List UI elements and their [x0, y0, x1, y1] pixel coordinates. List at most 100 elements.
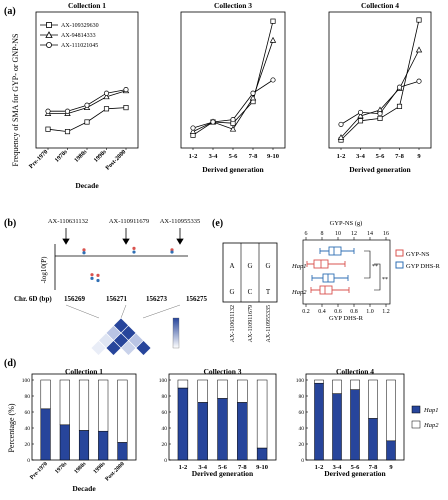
gwas-points [82, 246, 174, 283]
marker-label-2: AX-110911679 [109, 218, 149, 225]
y-tick-label: 20 [25, 442, 31, 448]
panel-e-haplotype: A G G G C T AX-110631132 AX-110911679 AX… [222, 220, 441, 342]
panel-label-e: (e) [212, 218, 223, 229]
ld-cell [105, 340, 122, 356]
panel-label-d: (d) [4, 358, 16, 369]
data-point [337, 134, 345, 140]
data-point [377, 111, 383, 117]
data-point [123, 105, 129, 111]
triangle-marker-icon [45, 31, 53, 38]
plot-frame [328, 11, 432, 149]
y-tick-label: 60 [25, 410, 31, 416]
panel-a-legend: AX-109329630 AX-94814333 AX-111021045 [40, 22, 99, 49]
bar-hap2 [197, 379, 208, 403]
bar-hap2 [332, 379, 342, 394]
top-tick-label: 14 [367, 231, 373, 237]
gwas-point [96, 273, 100, 277]
bar-hap1 [386, 440, 396, 461]
boxplot-frame [302, 239, 391, 305]
x-tick-label: 5-6 [229, 153, 238, 160]
y-tick-label: 20 [299, 442, 305, 448]
y-tick-label: 40 [25, 426, 31, 432]
bar-hap2 [177, 379, 189, 389]
chart-title: Collection 3 [203, 367, 241, 376]
panel-d-legend: Hap1 Hap2 [411, 405, 439, 429]
data-point [103, 106, 110, 112]
chart-title: Collection 4 [361, 1, 399, 10]
x-tick-label: 9-10 [256, 464, 268, 471]
position-tick-1: 156269 [64, 295, 86, 303]
bar-hap1 [314, 382, 324, 461]
top-tick-label: 16 [383, 231, 389, 237]
hap2-allele-1: G [229, 288, 234, 296]
significance-mark-1: ** [372, 264, 378, 270]
x-tick-label: 1-2 [315, 464, 324, 471]
y-tick-label: 60 [162, 410, 168, 416]
x-axis-label: Decade [75, 181, 99, 190]
boxplot-ticks: 6 8 10 12 14 16 0.2 0.4 0.6 0.8 1.0 1.2 [302, 231, 390, 315]
chart-title: Collection 1 [68, 1, 106, 10]
data-point [416, 78, 422, 84]
data-point [64, 108, 71, 114]
legend-label-dhs: GYP DHS-R [406, 263, 441, 270]
legend-label-3: AX-111021045 [61, 43, 98, 49]
x-tick-label: 5-6 [376, 153, 385, 160]
boxplot-hap1-dhs [319, 246, 355, 256]
bar-hap1 [256, 447, 268, 461]
data-point [189, 128, 197, 134]
bar-hap2 [59, 379, 70, 426]
bar-hap1 [177, 387, 189, 461]
gwas-point [90, 276, 94, 280]
x-tick-label: Post-2000 [104, 461, 125, 482]
x-axis-label: Derived generation [324, 469, 386, 478]
series-line [48, 90, 127, 114]
legend-label-ns: GYP-NS [406, 251, 430, 258]
bar-hap2 [217, 379, 228, 399]
bottom-axis-label: GYP DHS-R [329, 315, 364, 322]
bar-chart-2: Collection 3 0 20 40 60 80 100 1-2 3-4 5-6 7-8 9-10… [159, 367, 277, 478]
bar-hap1 [117, 442, 128, 461]
top-tick-label: 6 [305, 231, 308, 237]
x-axis-label: Derived generation [349, 165, 411, 174]
chromosome-axis-title: Chr. 6D (bp) [14, 295, 52, 303]
position-tick-2: 156271 [106, 295, 128, 303]
data-point [270, 77, 276, 83]
panel-b-association-plot: -log10(P) AX-110631132 AX-110911679 AX-1… [14, 218, 208, 356]
x-tick-label: 5-6 [218, 464, 227, 471]
hap1-allele-3: G [265, 262, 270, 270]
y-tick-label: 40 [299, 426, 305, 432]
gwas-point [82, 248, 86, 252]
x-tick-label: 1970s [54, 461, 69, 476]
data-point [396, 103, 403, 109]
circle-marker-icon [46, 42, 53, 49]
data-point [377, 115, 383, 121]
x-axis-label: Derived generation [192, 469, 254, 478]
hap2-allele-3: T [266, 288, 271, 296]
y-tick-label: 40 [162, 426, 168, 432]
bar-hap1 [98, 430, 109, 461]
bar-hap2 [350, 379, 360, 390]
gwas-point [170, 248, 174, 252]
x-tick-label: 7-8 [249, 153, 258, 160]
legend-label-1: AX-109329630 [61, 23, 99, 29]
hap1-row-label: Hap1 [291, 263, 306, 270]
bar-chart-3: Collection 4 0 20 40 60 80 100 1-2 3-4 5-6 7-8 9Der… [296, 367, 405, 478]
x-tick-label: 1980s [73, 148, 89, 164]
chart-title: Collection 3 [214, 1, 252, 10]
x-tick-label: 7-8 [395, 153, 404, 160]
bar-hap1 [368, 418, 378, 461]
bar-hap2 [78, 379, 90, 431]
gwas-point [132, 250, 136, 254]
data-point [416, 17, 422, 23]
x-tick-label: 1990s [93, 461, 108, 476]
y-tick-label: 100 [159, 378, 168, 384]
x-tick-label: 3-4 [198, 464, 207, 471]
y-tick-label: 80 [299, 394, 305, 400]
x-tick-label: 3-4 [356, 153, 365, 160]
x-tick-label: 1-2 [189, 153, 198, 160]
x-tick-label: 1970s [54, 148, 70, 164]
legend-entry-2: AX-94814333 [40, 31, 96, 39]
legend-label-hap2: Hap2 [423, 422, 439, 429]
x-tick-label: 5-6 [351, 464, 360, 471]
gwas-point [170, 250, 174, 254]
